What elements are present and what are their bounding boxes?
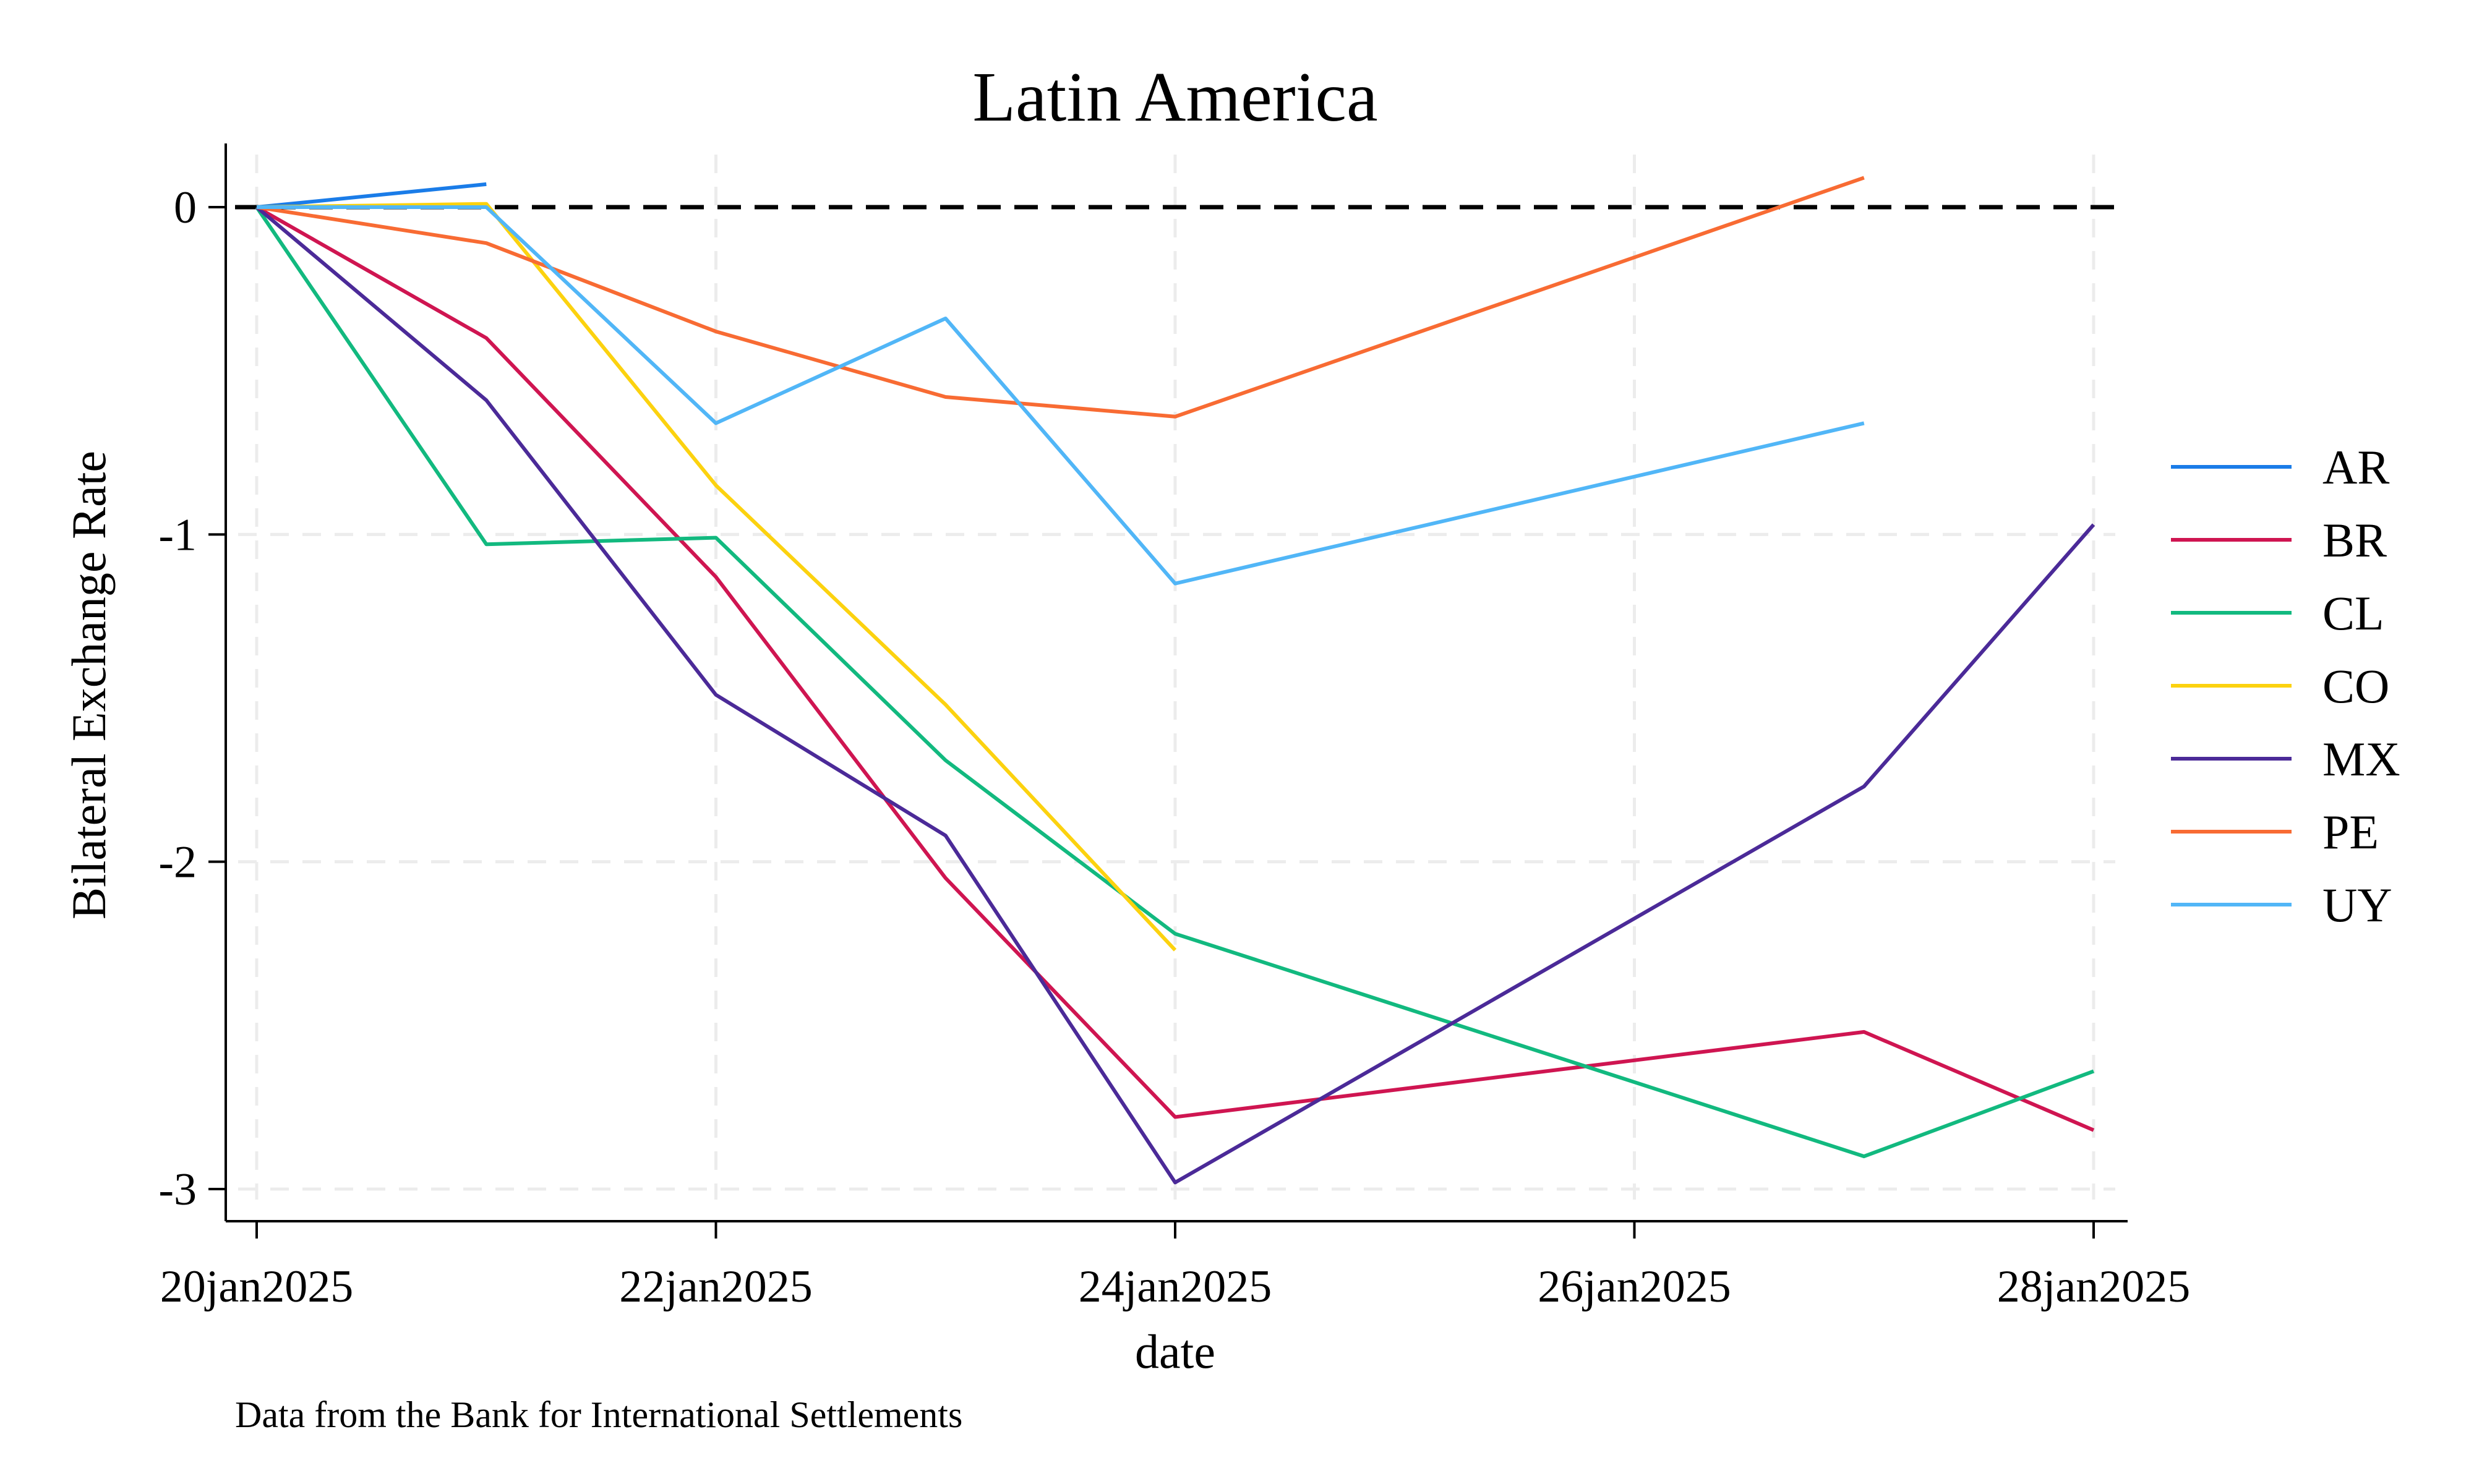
- series-line-br: [255, 205, 2095, 1132]
- legend-label-uy: UY: [2322, 878, 2392, 932]
- y-tick-label: -2: [158, 837, 197, 888]
- grid-lines: [238, 155, 2115, 1200]
- legend-label-pe: PE: [2322, 805, 2379, 859]
- series-line-ar: [256, 182, 487, 209]
- legend: AR BR CL CO MX PE UY: [2171, 440, 2400, 932]
- series-line-mx: [255, 205, 2095, 1185]
- legend-label-mx: MX: [2322, 732, 2400, 786]
- series-line-pe: [256, 176, 1865, 419]
- x-tick-label: 26jan2025: [1538, 1261, 1731, 1312]
- series-lines: [255, 176, 2095, 1185]
- legend-label-co: CO: [2322, 659, 2389, 713]
- legend-label-ar: AR: [2322, 440, 2389, 494]
- y-tick-label: -1: [158, 510, 197, 560]
- legend-label-cl: CL: [2322, 586, 2384, 640]
- source-note: Data from the Bank for International Set…: [235, 1394, 962, 1435]
- x-tick-label: 22jan2025: [619, 1261, 812, 1312]
- series-line-cl: [255, 206, 2095, 1159]
- series-line-co: [256, 202, 1177, 952]
- x-tick-label: 20jan2025: [160, 1261, 353, 1312]
- x-tick-label: 24jan2025: [1079, 1261, 1272, 1312]
- x-axis-ticks: 20jan2025 22jan2025 24jan2025 26jan2025 28ja…: [160, 1221, 2190, 1312]
- chart-title: Latin America: [972, 58, 1377, 136]
- y-tick-label: 0: [174, 182, 197, 233]
- y-axis-ticks: 0 -1 -2 -3: [158, 182, 226, 1215]
- series-line-uy: [257, 205, 1865, 586]
- y-axis-label: Bilateral Exchange Rate: [62, 451, 116, 919]
- y-tick-label: -3: [158, 1164, 197, 1215]
- legend-label-br: BR: [2322, 513, 2387, 567]
- x-axis-label: date: [1135, 1324, 1215, 1378]
- x-tick-label: 28jan2025: [1997, 1261, 2190, 1312]
